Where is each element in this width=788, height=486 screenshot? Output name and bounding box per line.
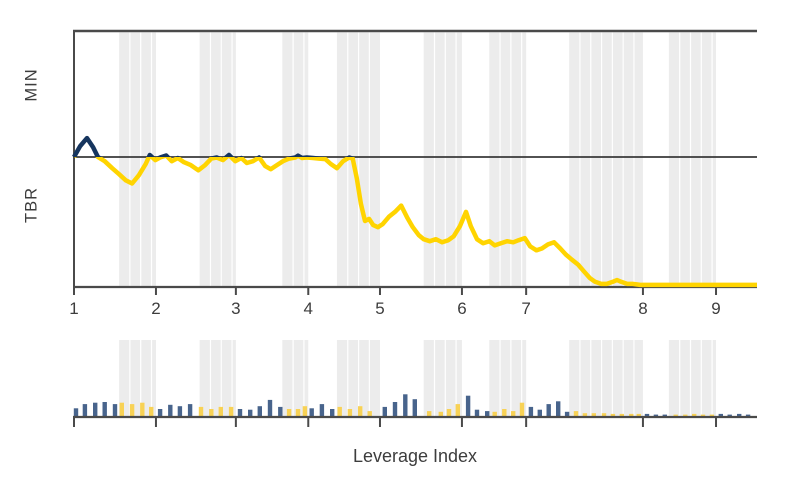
y-axis-label-tbr: TBR: [22, 187, 40, 223]
svg-text:6: 6: [457, 299, 466, 318]
inning-tick-labels: 1 2 3 4 5 6 7 8 9: [69, 299, 720, 318]
svg-text:2: 2: [151, 299, 160, 318]
win-prob-line-tbr-segment: [74, 157, 757, 288]
shaded-half-inning-bands-bottom: [119, 340, 717, 416]
svg-text:4: 4: [304, 299, 313, 318]
x-axis-label: Leverage Index: [353, 446, 477, 466]
y-axis-label-min: MIN: [22, 68, 40, 101]
svg-text:9: 9: [711, 299, 720, 318]
svg-text:8: 8: [638, 299, 647, 318]
leverage-index-bars: [73, 394, 751, 416]
inning-ticks-bottom: [73, 417, 718, 427]
svg-text:7: 7: [521, 299, 530, 318]
svg-text:5: 5: [375, 299, 384, 318]
inning-ticks-top: [73, 287, 718, 295]
svg-text:3: 3: [231, 299, 240, 318]
svg-text:1: 1: [69, 299, 78, 318]
